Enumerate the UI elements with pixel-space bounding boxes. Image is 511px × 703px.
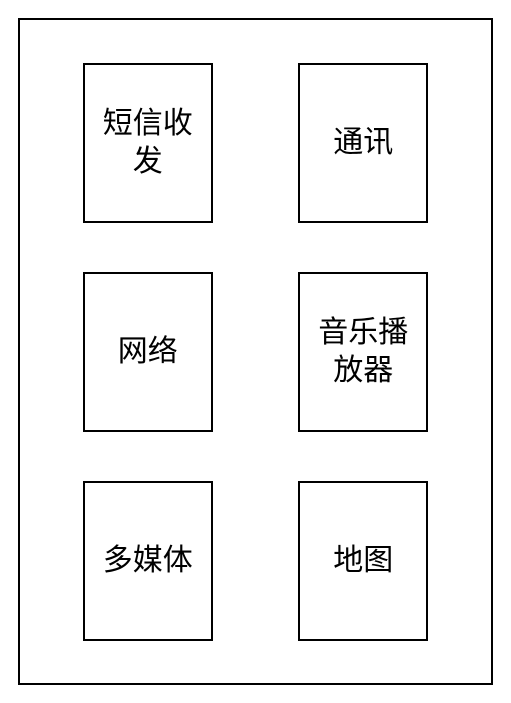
app-tile-sms[interactable]: 短信收发 [83, 63, 213, 223]
app-tile-music-player[interactable]: 音乐播放器 [298, 272, 428, 432]
app-tile-map[interactable]: 地图 [298, 481, 428, 641]
app-label: 音乐播放器 [306, 314, 420, 389]
app-label: 多媒体 [103, 542, 193, 580]
canvas: 短信收发 通讯 网络 音乐播放器 多媒体 地图 [0, 0, 511, 703]
phone-frame: 短信收发 通讯 网络 音乐播放器 多媒体 地图 [18, 18, 493, 685]
app-label: 网络 [118, 333, 178, 371]
app-tile-contacts[interactable]: 通讯 [298, 63, 428, 223]
app-label: 地图 [333, 542, 393, 580]
app-tile-multimedia[interactable]: 多媒体 [83, 481, 213, 641]
app-label: 短信收发 [91, 105, 205, 180]
app-label: 通讯 [333, 124, 393, 162]
app-tile-network[interactable]: 网络 [83, 272, 213, 432]
